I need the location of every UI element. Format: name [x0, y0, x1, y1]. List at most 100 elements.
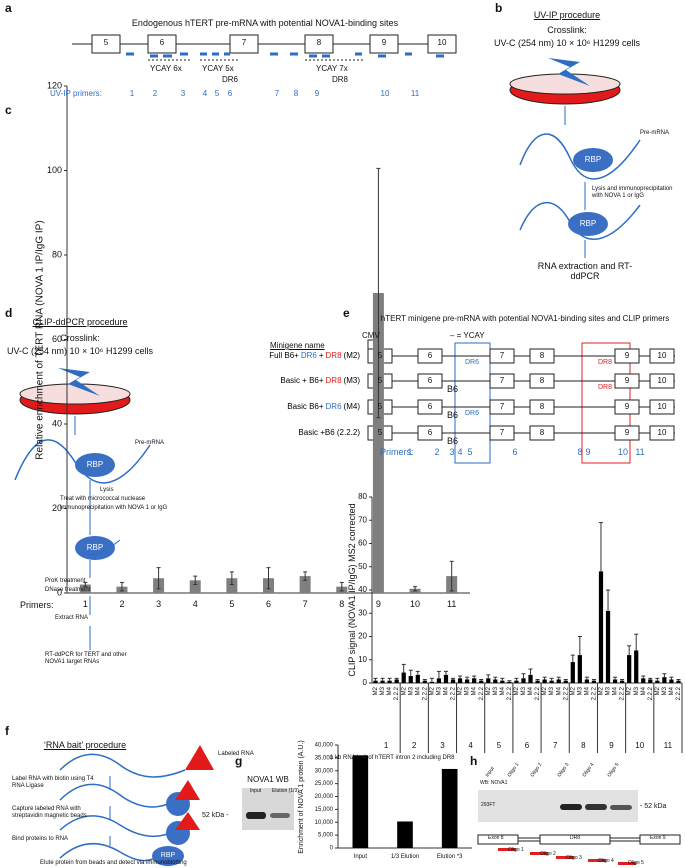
y-tick-label: 35,000: [315, 755, 334, 761]
primer-label: 5: [467, 447, 473, 457]
series-label: 2.2.2: [422, 686, 428, 700]
exon-label: 5: [377, 351, 383, 360]
x-tick-label: 4: [192, 599, 198, 609]
primer-label: 5: [214, 89, 220, 98]
bar: [408, 676, 413, 683]
y-tick-label: 30,000: [315, 768, 334, 774]
label: RBP: [160, 852, 176, 859]
oligo-label: Oligo 2: [540, 851, 556, 857]
series-label: 2.2.2: [676, 686, 682, 700]
series-label: 2.2.2: [507, 686, 513, 700]
exon-box: [649, 399, 675, 415]
name-part: DR8: [325, 376, 342, 385]
name-part: +: [318, 351, 324, 360]
bar: [542, 679, 547, 683]
bar: [299, 576, 311, 593]
label: 52 kDa -: [202, 812, 229, 819]
exon-label: 8: [316, 38, 322, 47]
exon-label: 7: [499, 402, 505, 411]
bar: [641, 678, 646, 683]
x-tick-label: 1/3 Elution: [390, 854, 420, 860]
exon-box: [417, 348, 443, 364]
y-tick-label: 60: [52, 334, 62, 344]
y-axis-label: Relative enrichment of TERT RNA (NOVA 1 …: [34, 219, 46, 460]
exon-label: 10: [657, 376, 667, 385]
series-label: 2.2.2: [620, 686, 626, 700]
bar: [627, 655, 632, 683]
bar: [479, 680, 484, 683]
bar: [397, 821, 413, 848]
bar: [612, 679, 618, 683]
panel-d-diagram: [14, 368, 151, 650]
minigene-name: Basic B6+ DR6 (M4): [287, 402, 360, 411]
exon-box: [529, 399, 555, 415]
exon-box: [529, 348, 555, 364]
label: Treat with micrococcal nuclease: [60, 496, 146, 502]
panel-b-diagram: [509, 58, 641, 258]
exon-box: [417, 425, 443, 441]
exon-label: 6: [159, 38, 165, 47]
panel-label: c: [5, 103, 12, 117]
minigene-name: Basic +B6 (2.2.2): [298, 428, 360, 437]
series-label: M3: [465, 686, 471, 695]
y-tick-label: 10: [358, 655, 367, 664]
primer-label: 4: [202, 89, 208, 98]
series-label: M3: [437, 686, 443, 695]
series-label: M3: [549, 686, 555, 695]
panel-label: h: [470, 754, 478, 768]
bar: [620, 680, 625, 683]
label: RBP: [86, 543, 104, 552]
y-tick-label: 25,000: [315, 781, 334, 787]
exon-box: [614, 373, 640, 389]
name-part: Basic +B6 (2.2.2): [298, 428, 360, 437]
series-label: M4: [387, 686, 393, 695]
bar: [465, 679, 470, 683]
oligo-label: Oligo 5: [628, 860, 644, 866]
primer-label: 6: [227, 89, 233, 98]
y-tick-label: 20: [358, 632, 367, 641]
label: Bind proteins to RNA: [12, 836, 69, 842]
bar: [401, 672, 406, 683]
bar: [189, 580, 201, 593]
x-tick-label: 5: [496, 741, 502, 750]
label: Primers:: [380, 447, 414, 457]
panel-title: 1 kb RNA bait of hTERT intron 2 includin…: [330, 755, 455, 761]
y-tick-label: 40: [358, 585, 367, 594]
primer-label: 4: [457, 447, 463, 457]
exon-box: [489, 348, 515, 364]
primer-label: 9: [314, 89, 320, 98]
oligo-label: Oligo 1: [508, 847, 524, 853]
bar: [415, 674, 420, 683]
label: Exon 9: [650, 835, 666, 841]
bar: [79, 584, 91, 593]
label: DR8: [569, 835, 581, 841]
series-label: M2: [655, 686, 661, 695]
series-label: M2: [627, 686, 633, 695]
region-label: B6: [447, 410, 459, 420]
x-tick-label: 10: [635, 741, 645, 750]
exon-label: 6: [427, 351, 433, 360]
label: Exon 8: [488, 835, 504, 841]
exon-label: 7: [499, 428, 505, 437]
series-label: 2.2.2: [394, 686, 400, 700]
exon-label: 8: [539, 428, 545, 437]
exon-label: 10: [657, 402, 667, 411]
exon-label: 6: [427, 402, 433, 411]
exon-label: 7: [241, 38, 247, 47]
exon-label: 5: [103, 38, 109, 47]
primer-label: 1: [129, 89, 135, 98]
label: – = YCAY: [450, 331, 485, 340]
minigene-name: Basic + B6+ DR8 (M3): [280, 376, 360, 385]
panel-label: f: [5, 724, 9, 738]
series-label: M3: [634, 686, 640, 695]
label: CMV: [362, 331, 380, 340]
bar: [507, 681, 512, 683]
panel-label: e: [343, 306, 350, 320]
series-label: M3: [577, 686, 583, 695]
label: DNase treatment: [45, 587, 91, 593]
primer-label: 10: [380, 89, 390, 98]
bar: [450, 679, 456, 683]
exon-box: [529, 373, 555, 389]
label: Extract RNA: [55, 615, 89, 621]
series-label: M2: [486, 686, 492, 695]
